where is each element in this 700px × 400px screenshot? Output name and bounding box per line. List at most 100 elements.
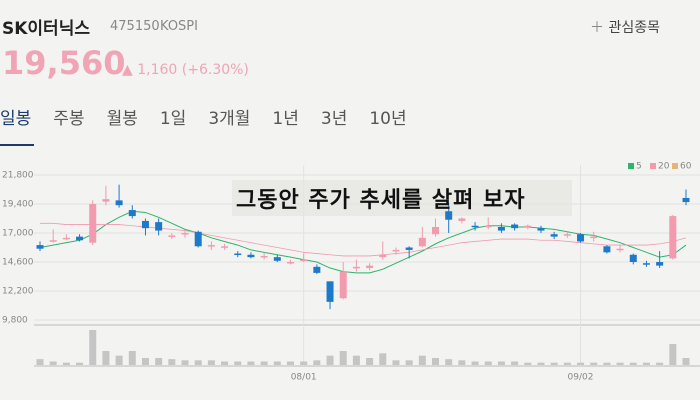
y-tick-label: 12,200 — [2, 287, 34, 297]
candle-body — [418, 237, 426, 247]
candle-body — [352, 266, 360, 269]
market: KOSPI — [160, 19, 198, 34]
candle-body — [49, 240, 57, 242]
volume-bar — [62, 362, 70, 365]
candle-body — [128, 210, 136, 217]
volume-bar — [629, 362, 637, 365]
volume-bar — [155, 358, 163, 365]
period-tab[interactable]: 3개월 — [208, 109, 251, 129]
candle-body — [537, 228, 545, 231]
candle-body — [247, 254, 255, 258]
x-tick-label: 08/01 — [291, 373, 317, 383]
y-tick-label: 21,800 — [2, 171, 34, 181]
candle-body — [181, 233, 189, 235]
candle-body — [590, 236, 598, 239]
candle-body — [550, 234, 558, 237]
volume-bar — [445, 359, 453, 365]
candle-body — [669, 216, 677, 259]
candle-body — [445, 211, 453, 220]
candle-body — [286, 262, 294, 264]
volume-bar — [432, 358, 440, 365]
volume-bar — [49, 361, 57, 365]
candle-body — [234, 253, 242, 256]
period-tab[interactable]: 주봉 — [53, 109, 85, 129]
change-pct: (+6.30%) — [181, 62, 249, 78]
candle-body — [497, 226, 505, 231]
volume-bar — [247, 361, 255, 365]
y-tick-label: 17,000 — [2, 229, 34, 239]
volume-bar — [537, 362, 545, 365]
volume-bar — [590, 362, 598, 365]
period-tab[interactable]: 10년 — [369, 109, 407, 129]
volume-bar — [616, 362, 624, 365]
ma-line — [39, 210, 687, 274]
volume-bar — [418, 355, 426, 365]
volume-bar — [524, 362, 532, 365]
candle-body — [511, 224, 519, 229]
volume-bar — [379, 353, 387, 365]
volume-bar — [128, 351, 136, 365]
volume-bar — [76, 362, 84, 365]
candle-body — [89, 204, 97, 243]
candle-body — [115, 200, 123, 206]
annotation: 그동안 주가 추세를 살펴 보자 — [236, 188, 526, 213]
watch-button[interactable]: ＋ 관심종목 — [590, 20, 660, 36]
annotation-box — [232, 180, 572, 216]
x-tick-label: 09/02 — [568, 373, 594, 383]
candle-body — [273, 257, 281, 261]
candle-body — [379, 254, 387, 258]
candle-body — [471, 225, 479, 228]
stock-code: 475150 — [110, 19, 160, 34]
volume-bar — [221, 361, 229, 365]
stock-name: SK이터닉스 — [2, 19, 90, 39]
candle-body — [168, 235, 176, 237]
y-tick-label: 19,400 — [2, 200, 34, 210]
volume-bar — [682, 358, 690, 365]
volume-bar — [603, 362, 611, 365]
candle-body — [326, 281, 334, 302]
candle-body — [76, 236, 84, 241]
active-tab-underline — [0, 144, 34, 146]
volume-bar — [339, 351, 347, 365]
volume-bar — [497, 361, 505, 365]
price: 19,560 — [2, 44, 126, 82]
volume-bar — [207, 360, 215, 365]
candle-body — [642, 263, 650, 265]
volume-bar — [234, 361, 242, 365]
period-tabs: 일봉 주봉 월봉 1일 3개월 1년 3년 10년 — [0, 104, 407, 129]
volume-bar — [577, 362, 585, 365]
candle-body — [207, 245, 215, 247]
period-tab[interactable]: 1일 — [159, 109, 187, 129]
legend-swatch — [628, 163, 634, 169]
candle-body — [392, 249, 400, 252]
volume-bar — [352, 355, 360, 365]
candle-body — [102, 199, 110, 202]
period-tab[interactable]: 월봉 — [106, 109, 138, 129]
volume-bar — [194, 360, 202, 365]
volume-bar — [102, 351, 110, 365]
period-tab[interactable]: 3년 — [320, 109, 348, 129]
candle-body — [603, 246, 611, 253]
watch-label[interactable]: 관심종목 — [608, 20, 660, 36]
candle-body — [260, 255, 268, 258]
candle-body — [405, 247, 413, 250]
candle-body — [221, 246, 229, 248]
volume-bar — [642, 362, 650, 365]
period-tab[interactable]: 1년 — [272, 109, 299, 129]
candle-body — [62, 237, 70, 240]
y-tick-label: 9,800 — [2, 316, 28, 326]
volume-bar — [656, 362, 664, 365]
period-tab[interactable]: 일봉 — [0, 109, 32, 129]
volume-bar — [669, 344, 677, 365]
candle-body — [313, 266, 321, 273]
volume-bar — [366, 358, 374, 365]
legend-label: 60 — [680, 162, 692, 172]
volume-bar — [260, 361, 268, 365]
candle-body — [458, 218, 466, 221]
candle-body — [629, 254, 637, 262]
volume-bar — [36, 359, 44, 365]
volume-bar — [550, 362, 558, 365]
candle-body — [524, 225, 532, 228]
